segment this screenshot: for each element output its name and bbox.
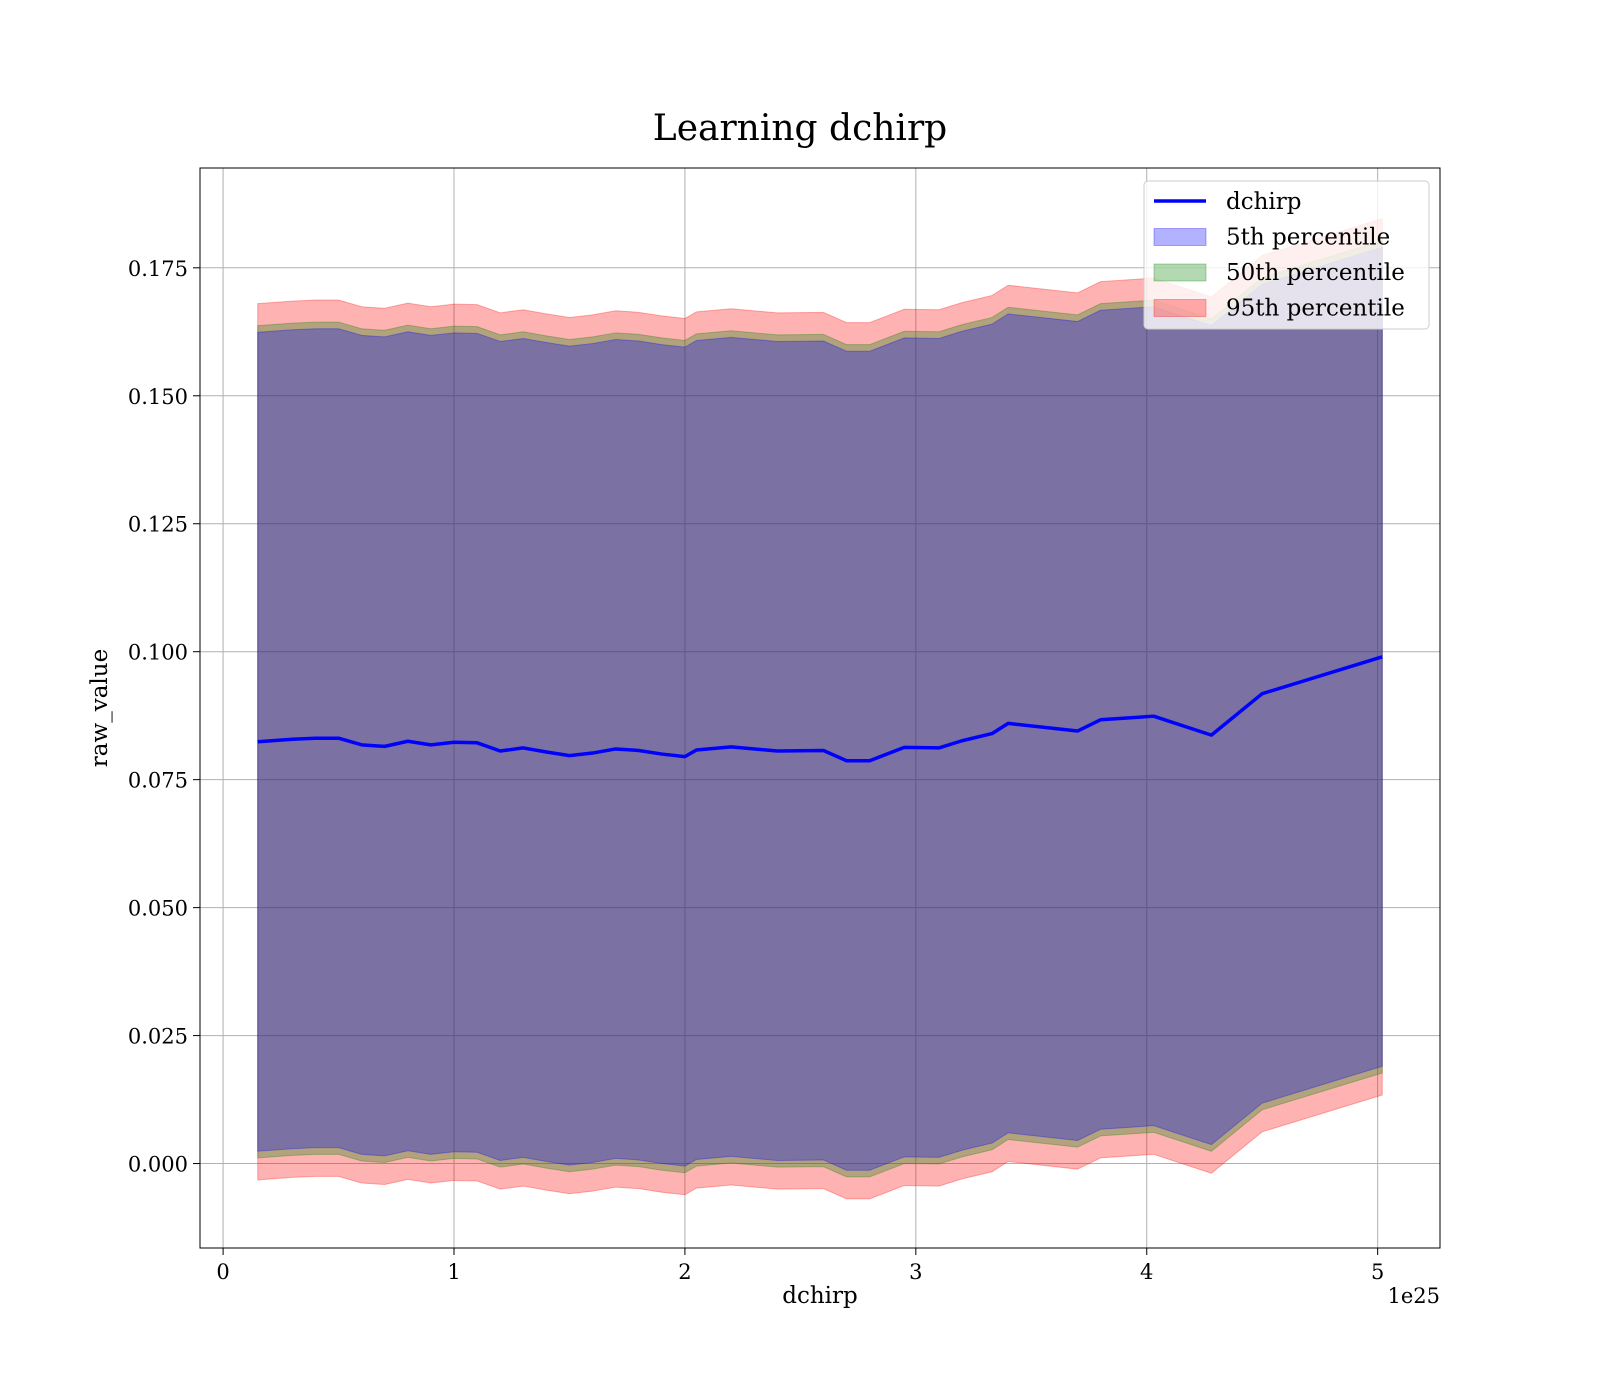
chart-title: Learning dchirp	[653, 108, 947, 149]
dchirp-line	[257, 655, 1383, 763]
x-tick-label: 2	[678, 1260, 691, 1284]
legend-label: dchirp	[1226, 189, 1302, 215]
legend-label: 95th percentile	[1226, 296, 1405, 322]
legend-patch-swatch	[1153, 299, 1207, 317]
x-axis-offset-label: 1e25	[1387, 1284, 1440, 1308]
legend-label: 5th percentile	[1226, 225, 1390, 251]
y-tick-label: 0.175	[128, 257, 188, 281]
percentile-bands	[257, 217, 1383, 1200]
y-tick-label: 0.150	[128, 385, 188, 409]
x-tick-label: 0	[216, 1260, 229, 1284]
x-tick-label: 3	[909, 1260, 922, 1284]
legend-frame	[1143, 180, 1430, 330]
band-50th-percentile	[257, 240, 1383, 1178]
band-5th-percentile	[257, 246, 1383, 1171]
band-95th-percentile	[257, 217, 1383, 1200]
x-axis-label: dchirp	[782, 1283, 858, 1309]
x-tick-label: 4	[1140, 1260, 1153, 1284]
plot-frame	[199, 167, 1441, 1249]
legend-label: 50th percentile	[1226, 260, 1405, 286]
legend-patch-swatch	[1153, 263, 1207, 282]
x-tick-label: 5	[1371, 1260, 1384, 1284]
x-tick-label: 1	[447, 1260, 460, 1284]
y-tick-label: 0.050	[128, 897, 188, 921]
y-tick-label: 0.125	[128, 513, 188, 537]
series-line	[257, 655, 1383, 763]
y-axis-label: raw_value	[87, 649, 113, 767]
legend: dchirp 5th percentile 50th percentile 95th …	[1143, 180, 1430, 330]
legend-patch-swatch	[1153, 228, 1207, 246]
x-axis-ticks: 0 1 2 3 4 5	[216, 1248, 1384, 1284]
y-tick-label: 0.000	[128, 1153, 188, 1177]
y-tick-label: 0.075	[128, 769, 188, 793]
y-tick-label: 0.025	[128, 1025, 188, 1049]
y-axis-ticks: 0.000 0.025 0.050 0.075 0.100 0.125 0.150 0.175	[128, 257, 200, 1177]
y-tick-label: 0.100	[128, 641, 188, 665]
